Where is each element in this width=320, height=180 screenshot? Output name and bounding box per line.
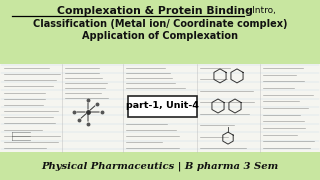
Text: - Intro,: - Intro, (246, 6, 276, 15)
Text: part-1, Unit-4: part-1, Unit-4 (125, 102, 198, 111)
Text: Physical Pharmaceutics | B pharma 3 Sem: Physical Pharmaceutics | B pharma 3 Sem (41, 161, 279, 171)
FancyBboxPatch shape (127, 96, 196, 116)
FancyBboxPatch shape (0, 64, 320, 152)
Text: Complexation & Protein Binding: Complexation & Protein Binding (57, 6, 253, 16)
Text: Classification (Metal ion/ Coordinate complex): Classification (Metal ion/ Coordinate co… (33, 19, 287, 29)
Text: Application of Complexation: Application of Complexation (82, 31, 238, 41)
